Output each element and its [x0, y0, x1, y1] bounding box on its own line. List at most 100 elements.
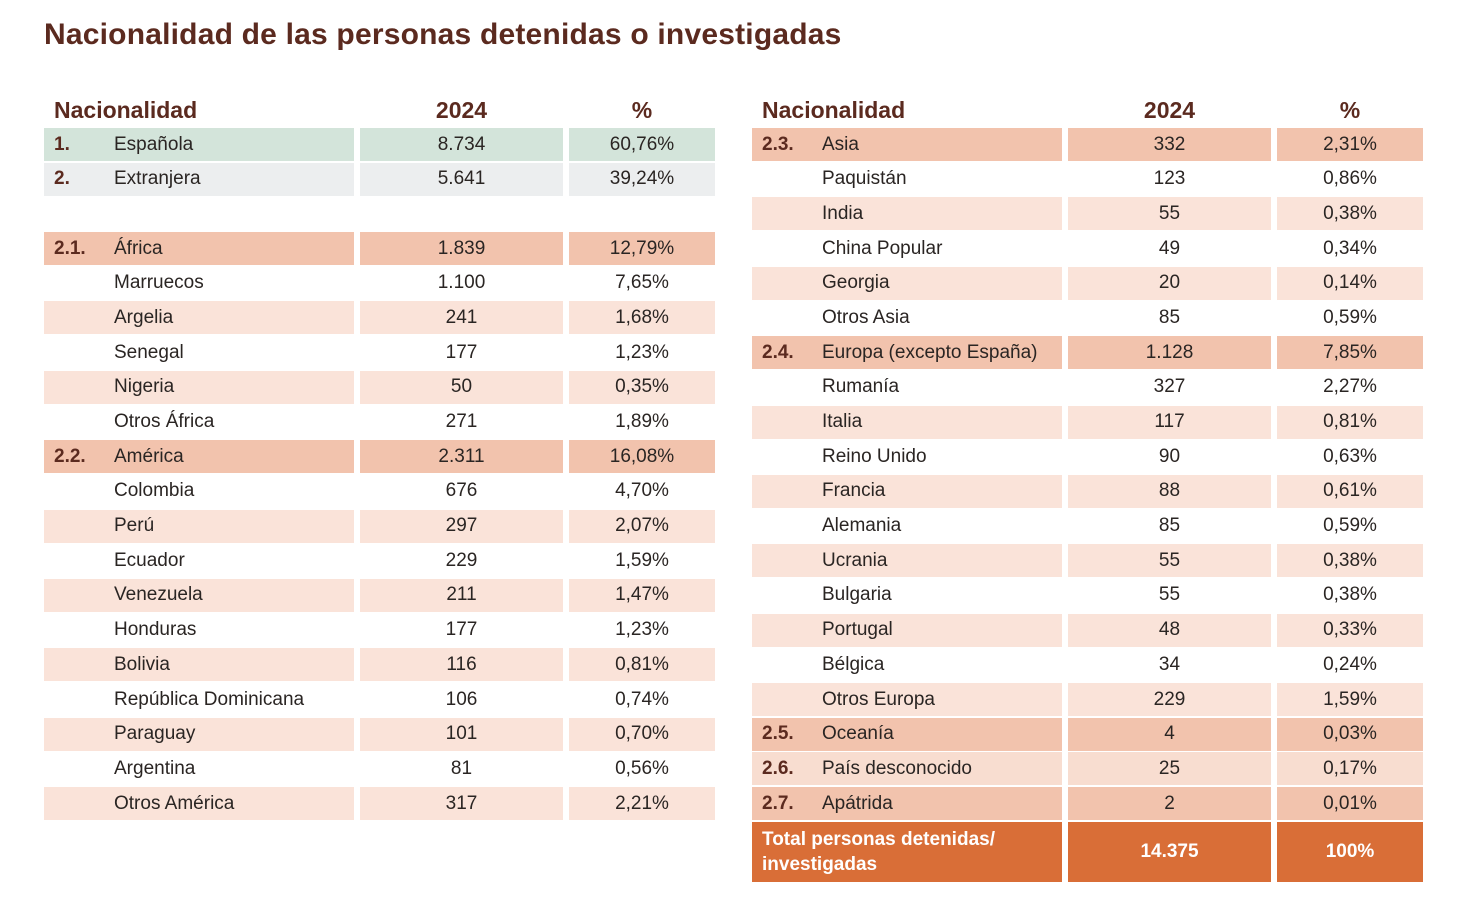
count-cell: 25 [1068, 752, 1271, 786]
percent-cell: 0,14% [1277, 266, 1423, 300]
table-row: 2.2. América 2.311 16,08% [44, 440, 715, 475]
percent-cell: 16,08% [569, 440, 715, 474]
count-cell: 5.641 [360, 162, 563, 196]
nationality-name: Otros Asia [822, 306, 910, 328]
percent-cell: 39,24% [569, 162, 715, 196]
count-cell: 676 [360, 474, 563, 508]
table-row: Nigeria 50 0,35% [44, 370, 715, 406]
count-cell: 317 [360, 787, 563, 821]
count-cell: 271 [360, 405, 563, 439]
nationality-name: Bulgaria [822, 584, 892, 606]
percent-cell: 0,70% [569, 717, 715, 751]
header-nacionalidad: Nacionalidad [54, 96, 198, 123]
table-row: Venezuela 211 1,47% [44, 578, 715, 614]
nationality-name: Bolivia [114, 653, 170, 675]
table-row: Otros Europa 229 1,59% [752, 683, 1423, 718]
name-cell: 2.5. Oceanía [752, 717, 1062, 751]
header-year: 2024 [435, 96, 488, 123]
name-cell: China Popular [752, 232, 1062, 266]
percent-cell: 2,21% [569, 787, 715, 821]
count-cell: 8.734 [360, 128, 563, 161]
table-row: Marruecos 1.100 7,65% [44, 266, 715, 302]
name-cell: Total personas detenidas/ investigadas [752, 821, 1062, 882]
table-row: 2.3. Asia 332 2,31% [752, 128, 1423, 163]
nationality-name: Total personas detenidas/ investigadas [762, 828, 995, 875]
name-cell: Bulgaria [752, 578, 1062, 612]
nationality-name: Oceanía [822, 723, 894, 745]
name-cell: Georgia [752, 266, 1062, 300]
table-row: Senegal 177 1,23% [44, 336, 715, 371]
name-cell: Marruecos [44, 266, 354, 300]
header-nacionalidad: Nacionalidad [762, 96, 906, 123]
nationality-name: Portugal [822, 619, 893, 641]
table-row: Colombia 676 4,70% [44, 474, 715, 510]
percent-cell: 0,24% [1277, 648, 1423, 682]
count-cell: 332 [1068, 128, 1271, 161]
percent-cell: 60,76% [569, 128, 715, 161]
nationality-name: Bélgica [822, 653, 885, 675]
name-cell: Venezuela [44, 578, 354, 612]
table-row: Portugal 48 0,33% [752, 613, 1423, 649]
row-number: 1. [54, 133, 70, 155]
count-cell: 241 [360, 301, 563, 335]
nationality-name: Apátrida [822, 792, 893, 814]
percent-cell: 0,63% [1277, 440, 1423, 474]
name-cell: 2.2. América [44, 440, 354, 474]
table-header: Nacionalidad 2024 % [752, 92, 1423, 128]
nationality-name: Italia [822, 411, 863, 432]
page-title: Nacionalidad de las personas detenidas o… [44, 18, 842, 51]
nationality-name: Española [114, 133, 194, 155]
nationality-table-right: Nacionalidad 2024 % 2.3. Asia 332 2,31% Paqu… [752, 92, 1423, 884]
name-cell: Argentina [44, 752, 354, 786]
nationality-name: Ucrania [822, 549, 888, 571]
name-cell: Bélgica [752, 648, 1062, 682]
percent-cell: 2,07% [569, 509, 715, 543]
name-cell: 1. Española [44, 128, 354, 161]
percent-cell: 0,38% [1277, 197, 1423, 231]
count-cell: 88 [1068, 474, 1271, 508]
name-cell: Nigeria [44, 370, 354, 404]
count-cell: 20 [1068, 266, 1271, 300]
name-cell: Paquistán [752, 162, 1062, 196]
table-body: 2.3. Asia 332 2,31% Paquistán 123 0,86% India 55… [752, 128, 1423, 884]
percent-cell: 0,56% [569, 752, 715, 786]
count-cell: 49 [1068, 232, 1271, 266]
name-cell: República Dominicana [44, 683, 354, 716]
nationality-name: Alemania [822, 515, 902, 537]
name-cell: Reino Unido [752, 440, 1062, 474]
table-row: 2. Extranjera 5.641 39,24% [44, 162, 715, 198]
count-cell: 117 [1068, 405, 1271, 439]
nationality-name: India [822, 202, 864, 224]
percent-cell: 0,81% [569, 648, 715, 682]
count-cell: 211 [360, 578, 563, 612]
table-row: Bulgaria 55 0,38% [752, 578, 1423, 614]
percent-cell: 0,86% [1277, 162, 1423, 196]
percent-cell: 1,59% [569, 544, 715, 578]
nationality-name: Georgia [822, 272, 890, 294]
percent-cell: 1,59% [1277, 683, 1423, 716]
nationality-name: Rumanía [822, 376, 900, 398]
table-row: Otros América 317 2,21% [44, 787, 715, 822]
percent-cell: 4,70% [569, 474, 715, 508]
count-cell: 229 [360, 544, 563, 578]
name-cell: 2.3. Asia [752, 128, 1062, 161]
count-cell: 50 [360, 370, 563, 404]
count-cell: 1.839 [360, 232, 563, 266]
nationality-name: América [114, 445, 184, 467]
table-row: Otros África 271 1,89% [44, 405, 715, 441]
count-cell: 34 [1068, 648, 1271, 682]
table-header: Nacionalidad 2024 % [44, 92, 715, 128]
total-row: Total personas detenidas/ investigadas 14… [752, 821, 1423, 884]
count-cell: 2.311 [360, 440, 563, 474]
count-cell: 14.375 [1068, 821, 1271, 882]
name-cell: Argelia [44, 301, 354, 335]
percent-cell: 0,17% [1277, 752, 1423, 786]
table-row: Argelia 241 1,68% [44, 301, 715, 336]
nationality-name: Otros Europa [822, 688, 935, 710]
percent-cell: 0,35% [569, 370, 715, 404]
table-row: Otros Asia 85 0,59% [752, 301, 1423, 336]
table-row: Francia 88 0,61% [752, 474, 1423, 510]
header-percent: % [1339, 96, 1361, 123]
nationality-name: Extranjera [114, 168, 201, 190]
count-cell: 48 [1068, 613, 1271, 647]
